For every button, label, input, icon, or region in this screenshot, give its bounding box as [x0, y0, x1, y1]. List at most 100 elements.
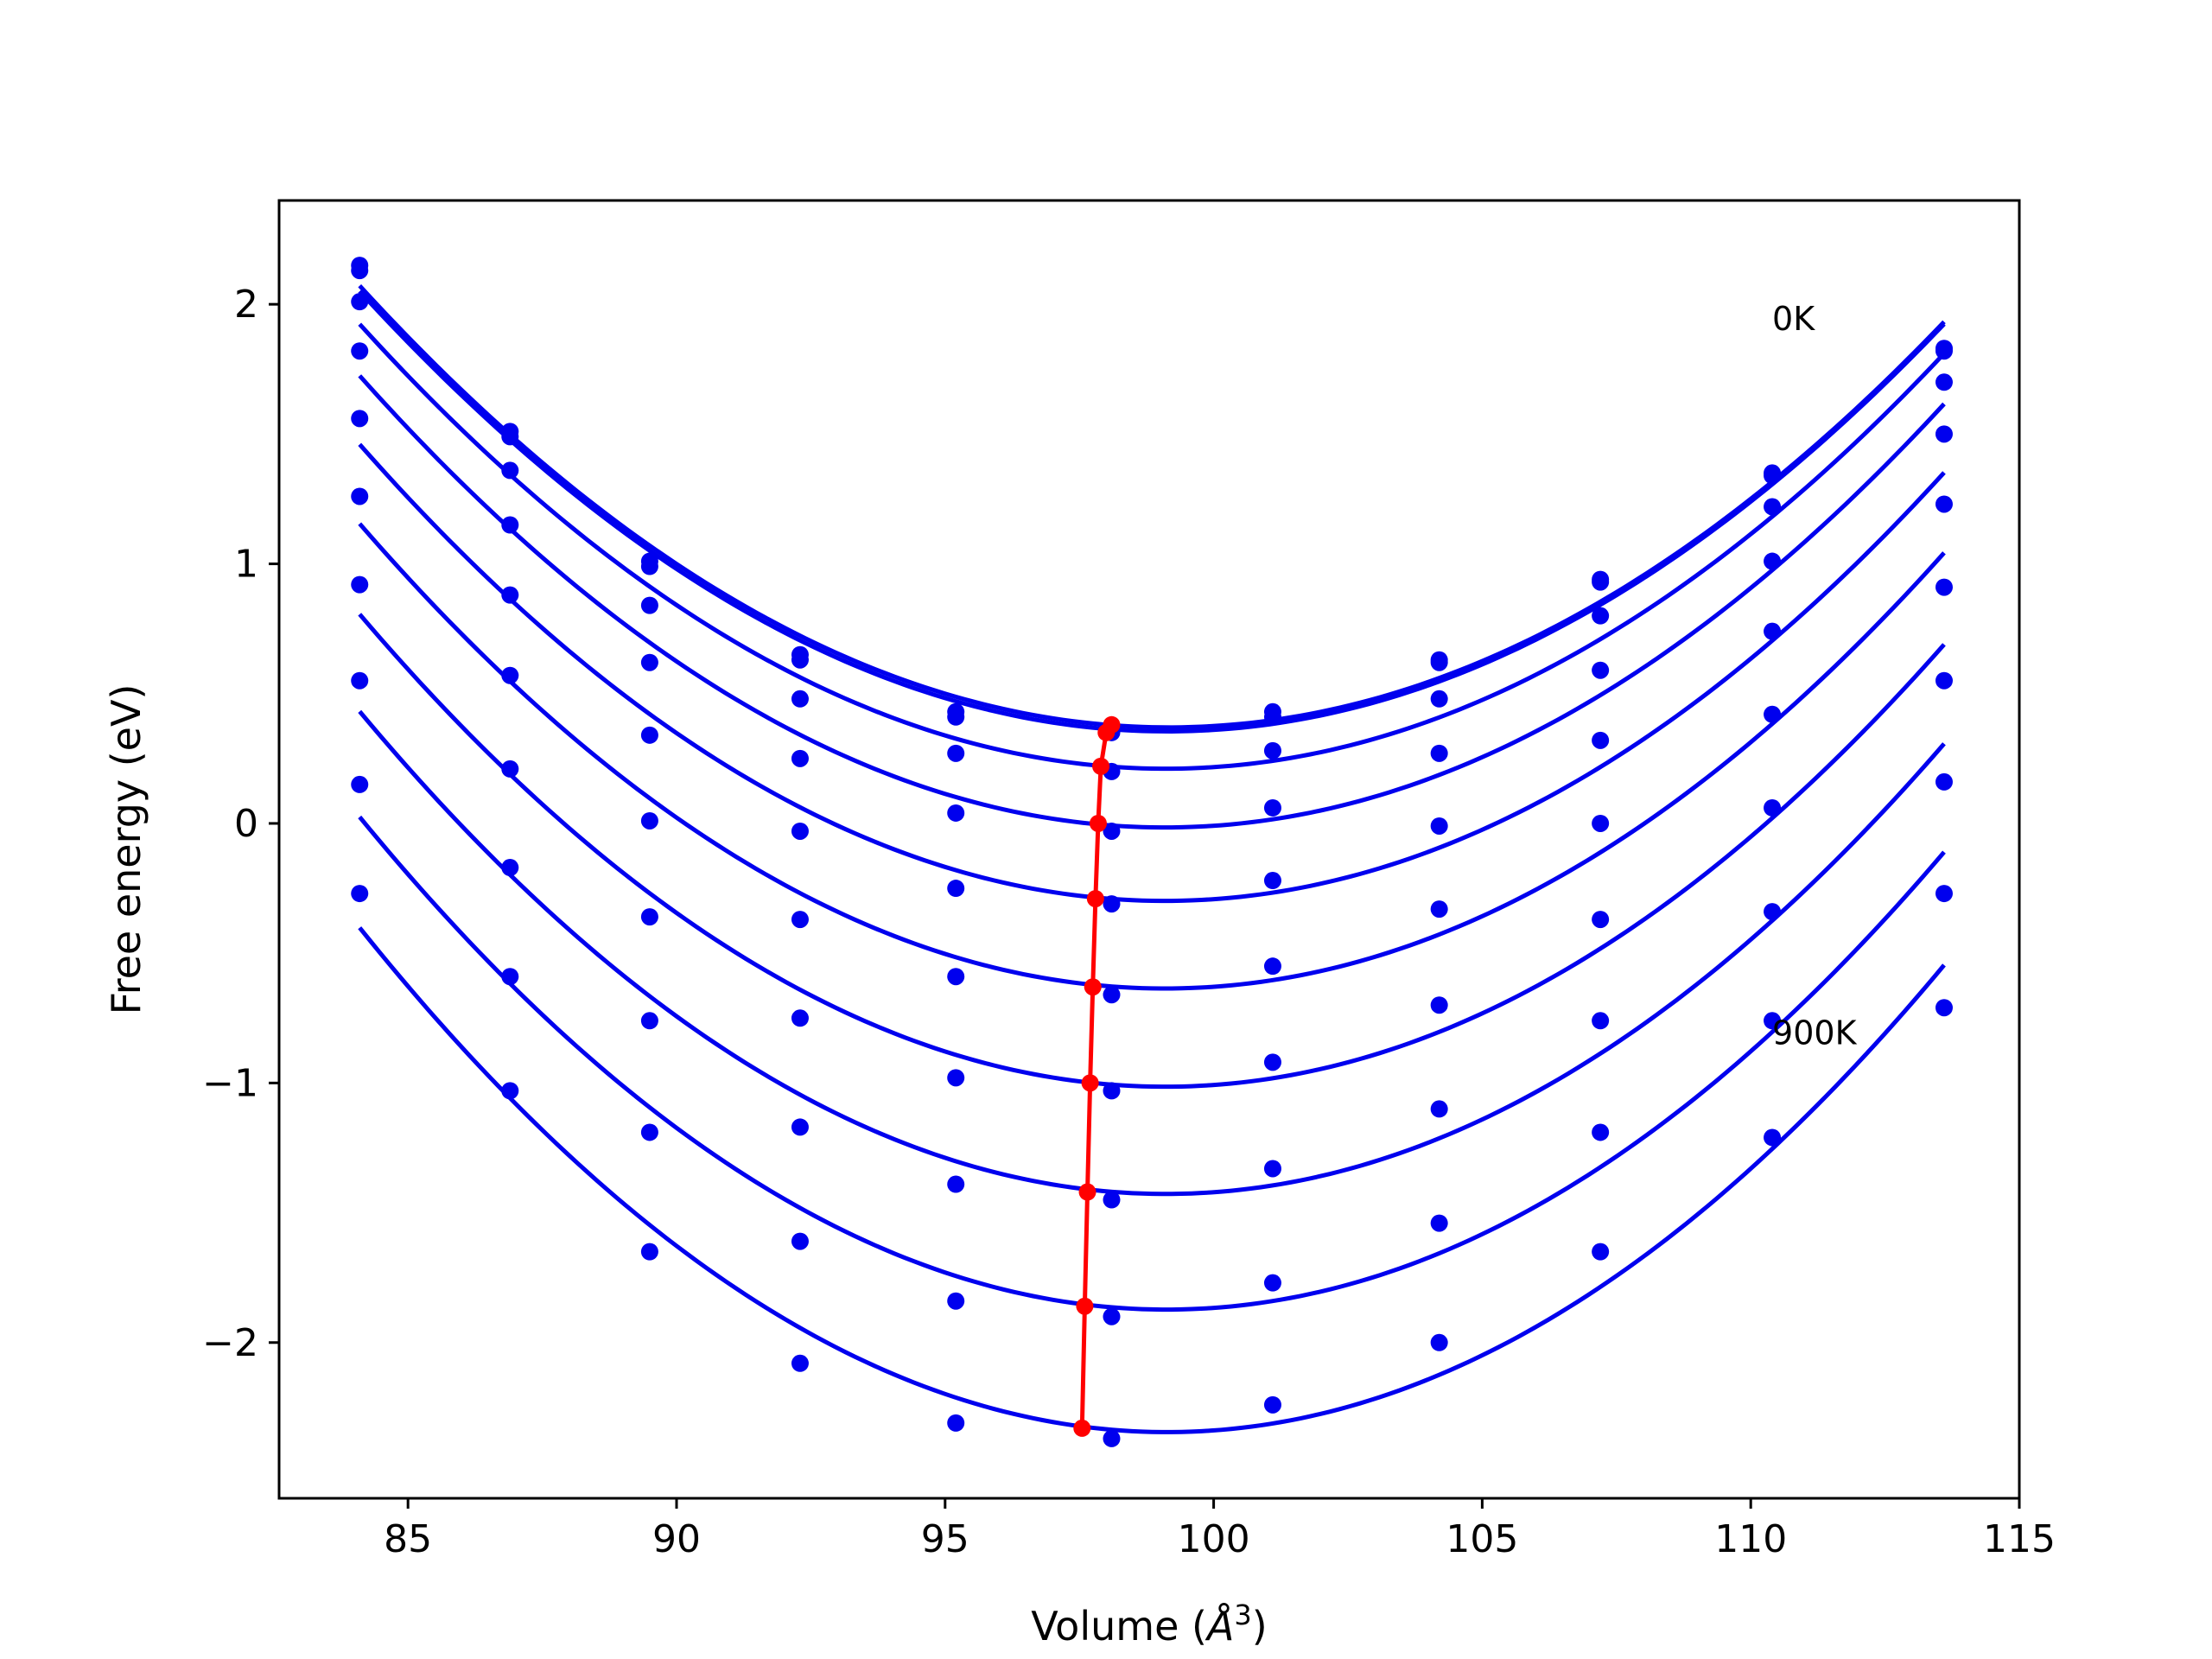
data-point-100K-9 [1764, 467, 1782, 485]
data-point-500K-4 [947, 968, 965, 986]
y-tick-label-1: 1 [234, 543, 258, 587]
data-point-200K-4 [947, 744, 965, 762]
y-tick-label-0: 0 [234, 802, 258, 846]
fit-curve-500K [358, 522, 1946, 991]
data-point-400K-3 [791, 822, 809, 840]
minima-layer [1073, 715, 1121, 1437]
data-point-600K-5 [1103, 1082, 1121, 1100]
minimum-point-4 [1086, 890, 1104, 908]
fit-curve-800K [358, 815, 1946, 1313]
data-point-600K-6 [1263, 1053, 1281, 1071]
minimum-point-5 [1084, 978, 1102, 996]
data-point-800K-5 [1103, 1307, 1121, 1325]
data-point-500K-9 [1764, 705, 1782, 723]
data-point-100K-4 [947, 708, 965, 726]
data-point-600K-7 [1430, 996, 1448, 1014]
data-point-700K-10 [1935, 772, 1953, 791]
data-point-100K-10 [1935, 342, 1953, 360]
data-point-200K-3 [791, 690, 809, 708]
data-point-100K-6 [1263, 708, 1281, 726]
annotations-layer: 0K 900K [1772, 300, 1858, 1052]
data-point-300K-6 [1263, 798, 1281, 817]
minimum-point-1 [1097, 723, 1116, 741]
data-point-400K-5 [1103, 895, 1121, 913]
data-point-100K-1 [501, 428, 519, 446]
annotation-0K: 0K [1772, 300, 1815, 338]
data-point-300K-9 [1764, 552, 1782, 570]
data-point-600K-2 [640, 908, 658, 926]
x-tick-label-105: 105 [1446, 1517, 1518, 1561]
data-point-900K-2 [640, 1243, 658, 1261]
data-point-300K-3 [791, 749, 809, 767]
data-point-700K-4 [947, 1175, 965, 1193]
data-point-700K-2 [640, 1012, 658, 1030]
data-point-700K-0 [351, 671, 369, 690]
data-point-900K-5 [1103, 1429, 1121, 1447]
data-point-400K-8 [1592, 731, 1610, 749]
data-point-600K-9 [1764, 798, 1782, 817]
fit-curve-0K [358, 284, 1946, 730]
data-point-900K-3 [791, 1354, 809, 1372]
data-point-700K-3 [791, 1118, 809, 1136]
annotation-900K: 900K [1772, 1014, 1858, 1052]
data-point-400K-2 [640, 726, 658, 744]
x-tick-label-100: 100 [1178, 1517, 1250, 1561]
minimum-point-7 [1078, 1183, 1096, 1201]
data-point-300K-10 [1935, 425, 1953, 443]
fit-curve-700K [358, 709, 1946, 1197]
data-point-800K-10 [1935, 885, 1953, 903]
data-point-900K-1 [501, 1082, 519, 1100]
x-tick-label-95: 95 [921, 1517, 969, 1561]
curves-layer [358, 284, 1946, 1434]
points-layer [351, 257, 1953, 1447]
fit-curve-100K [358, 289, 1946, 734]
data-point-900K-6 [1263, 1395, 1281, 1414]
minima-line [1079, 723, 1114, 1428]
data-point-300K-2 [640, 653, 658, 671]
data-point-400K-1 [501, 586, 519, 604]
data-point-900K-7 [1430, 1333, 1448, 1351]
data-point-500K-2 [640, 811, 658, 830]
y-tick-label-2: 2 [234, 283, 258, 327]
data-point-100K-2 [640, 557, 658, 575]
data-point-800K-6 [1263, 1274, 1281, 1292]
data-point-900K-9 [1764, 1128, 1782, 1147]
x-axis-ticks: 85 90 95 100 105 110 115 [384, 1498, 2056, 1561]
data-point-700K-6 [1263, 1160, 1281, 1178]
data-point-700K-9 [1764, 903, 1782, 921]
data-point-700K-7 [1430, 1100, 1448, 1118]
data-point-400K-6 [1263, 872, 1281, 890]
fit-curve-400K [358, 442, 1946, 904]
data-point-600K-0 [351, 575, 369, 594]
data-point-100K-7 [1430, 653, 1448, 671]
y-tick-label--2: −2 [202, 1321, 258, 1365]
data-point-900K-4 [947, 1414, 965, 1432]
data-point-300K-0 [351, 342, 369, 360]
data-point-900K-8 [1592, 1243, 1610, 1261]
fit-curve-900K [358, 926, 1946, 1434]
data-point-500K-8 [1592, 814, 1610, 832]
y-axis-label: Free energy (eV) [103, 684, 149, 1015]
data-point-600K-4 [947, 1069, 965, 1087]
minimum-point-3 [1089, 814, 1107, 832]
data-point-600K-3 [791, 1009, 809, 1027]
data-point-600K-1 [501, 760, 519, 778]
y-tick-label--1: −1 [202, 1061, 258, 1105]
data-point-200K-10 [1935, 373, 1953, 391]
data-point-800K-1 [501, 968, 519, 986]
data-point-200K-7 [1430, 690, 1448, 708]
x-axis-label-unit: Å [1205, 1603, 1234, 1649]
fit-curve-200K [358, 322, 1946, 772]
data-point-900K-0 [351, 885, 369, 903]
data-point-300K-5 [1103, 822, 1121, 840]
x-axis-label-text: Volume ( [1031, 1603, 1207, 1649]
data-point-700K-1 [501, 859, 519, 877]
data-point-300K-4 [947, 804, 965, 822]
data-point-200K-9 [1764, 498, 1782, 516]
data-point-400K-0 [351, 410, 369, 428]
data-point-800K-8 [1592, 1123, 1610, 1141]
data-point-700K-5 [1103, 1191, 1121, 1209]
data-point-400K-4 [947, 880, 965, 898]
data-point-700K-8 [1592, 1012, 1610, 1030]
